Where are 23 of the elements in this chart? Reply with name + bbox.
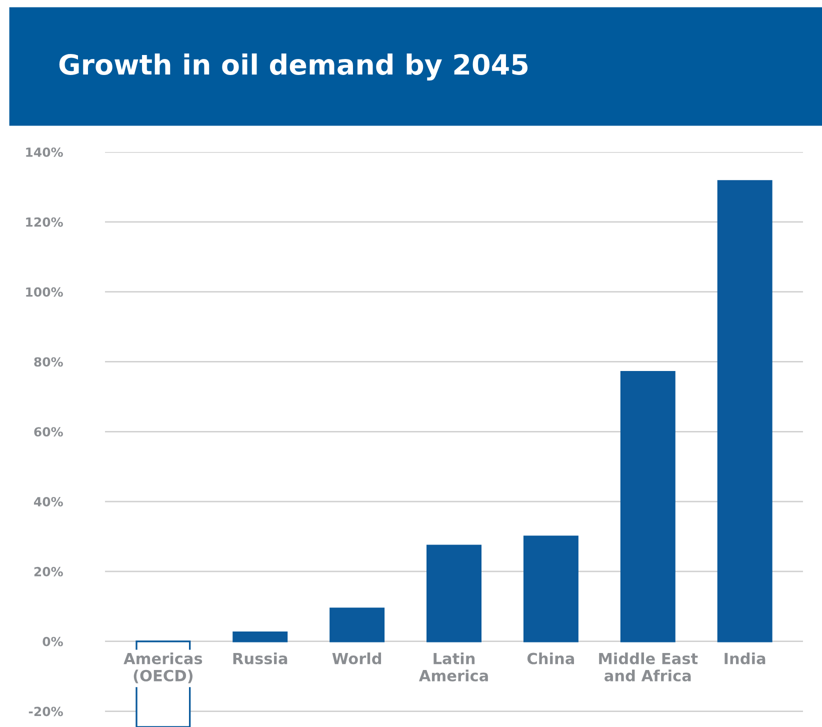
x-tick-label: Middle East and Africa bbox=[599, 652, 698, 682]
y-tick-label: 60% bbox=[34, 427, 63, 437]
bar bbox=[330, 608, 385, 642]
x-tick-label: Americas (OECD) bbox=[124, 652, 202, 684]
y-tick-label: 20% bbox=[34, 566, 63, 576]
y-tick-label: 120% bbox=[26, 217, 63, 227]
y-tick-label: 0% bbox=[42, 636, 63, 646]
y-tick-label: -20% bbox=[28, 706, 63, 716]
bar bbox=[717, 180, 772, 642]
bar bbox=[523, 536, 578, 642]
x-tick-label: China bbox=[527, 652, 574, 664]
y-tick-label: 80% bbox=[34, 357, 63, 367]
x-tick-label: Latin America bbox=[418, 652, 488, 682]
bar bbox=[620, 371, 676, 642]
x-tick-label: World bbox=[332, 652, 382, 664]
bar bbox=[232, 631, 288, 642]
chart-title: Growth in oil demand by 2045 bbox=[59, 53, 528, 81]
x-tick-label: Russia bbox=[233, 652, 288, 664]
y-tick-label: 40% bbox=[34, 497, 63, 506]
x-tick-label: India bbox=[724, 652, 766, 664]
y-tick-label: 100% bbox=[26, 287, 63, 297]
y-tick-label: 140% bbox=[26, 147, 63, 157]
bar bbox=[426, 544, 482, 642]
